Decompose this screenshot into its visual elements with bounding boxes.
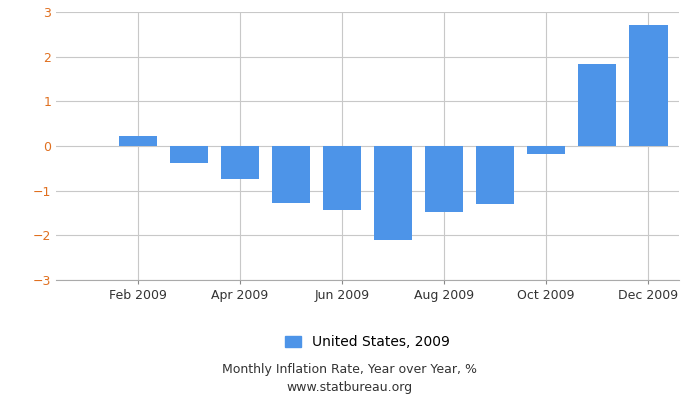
Bar xyxy=(118,136,157,146)
Text: www.statbureau.org: www.statbureau.org xyxy=(287,382,413,394)
Bar xyxy=(425,146,463,212)
Legend: United States, 2009: United States, 2009 xyxy=(279,330,456,355)
Bar xyxy=(220,146,259,179)
Bar xyxy=(323,146,361,210)
Bar xyxy=(374,146,412,240)
Bar xyxy=(476,146,514,204)
Bar xyxy=(169,146,208,163)
Bar xyxy=(629,24,668,146)
Bar xyxy=(527,146,566,154)
Text: Monthly Inflation Rate, Year over Year, %: Monthly Inflation Rate, Year over Year, … xyxy=(223,364,477,376)
Bar xyxy=(272,146,310,203)
Bar xyxy=(578,64,617,146)
